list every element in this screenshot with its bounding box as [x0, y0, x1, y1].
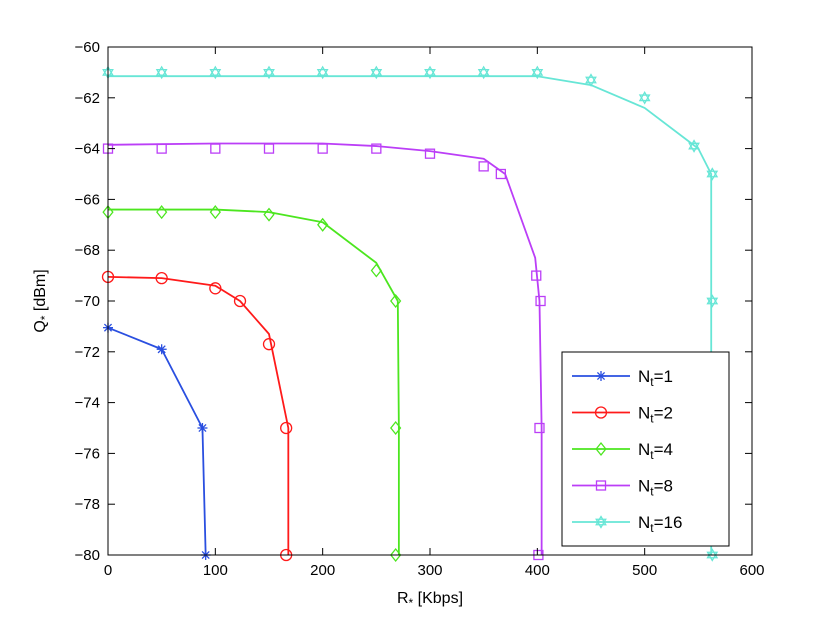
legend-label: Nt=2: [638, 404, 673, 426]
legend-marker: [594, 406, 608, 419]
data-point: [390, 420, 402, 436]
series-5: [102, 65, 719, 562]
series-line: [108, 208, 400, 555]
data-point: [477, 65, 490, 80]
data-point: [263, 65, 275, 80]
x-tick-label: 600: [739, 562, 764, 579]
legend-marker: [595, 515, 607, 529]
data-point: [209, 65, 222, 80]
y-tick-label: −66: [75, 191, 100, 208]
data-point: [531, 65, 544, 80]
x-tick-label: 400: [525, 562, 550, 579]
x-tick-label: 500: [632, 562, 657, 579]
data-point: [495, 168, 506, 180]
data-point: [531, 270, 542, 281]
series-3: [102, 205, 402, 563]
data-point: [370, 263, 382, 278]
y-tick-label: −68: [75, 242, 100, 259]
series-line: [107, 326, 207, 556]
data-point: [316, 65, 329, 80]
series-1: [103, 322, 211, 560]
legend-marker: [595, 441, 607, 457]
data-point: [280, 421, 293, 435]
data-point: [706, 548, 719, 562]
data-point: [262, 338, 276, 351]
series-line: [107, 142, 543, 555]
y-tick-label: −72: [75, 344, 100, 361]
data-point: [263, 143, 275, 154]
data-point: [390, 547, 402, 563]
y-tick-label: −74: [75, 395, 100, 412]
data-point: [688, 139, 700, 153]
legend-entry: Nt=2: [572, 404, 673, 426]
data-point: [371, 143, 382, 154]
data-point: [424, 148, 436, 159]
data-point: [263, 207, 275, 222]
data-point: [534, 422, 545, 434]
data-point: [317, 143, 328, 154]
series-layer: [101, 65, 719, 563]
y-axis-label: Q* [dBm]: [32, 269, 52, 332]
y-tick-label: −78: [75, 496, 100, 513]
data-point: [478, 161, 489, 172]
data-point: [706, 167, 719, 181]
series-2: [101, 270, 293, 562]
data-point: [210, 143, 221, 154]
data-point: [535, 295, 546, 307]
data-point: [197, 423, 208, 433]
data-point: [156, 205, 168, 220]
series-line: [108, 75, 713, 555]
x-tick-label: 100: [203, 562, 228, 579]
legend-entry: Nt=8: [572, 477, 673, 499]
data-point: [155, 271, 168, 285]
y-tick-label: −60: [75, 39, 100, 56]
y-tick-label: −64: [75, 141, 100, 158]
y-tick-label: −62: [75, 90, 100, 107]
legend-entry: Nt=4: [572, 440, 673, 462]
data-point: [209, 205, 221, 220]
data-point: [233, 294, 247, 308]
legend-entry: Nt=16: [572, 513, 682, 535]
data-point: [209, 282, 222, 295]
data-point: [638, 91, 651, 105]
y-tick-label: −80: [75, 547, 100, 564]
legend-label: Nt=4: [638, 440, 673, 462]
legend-label: Nt=8: [638, 477, 673, 499]
legend-marker: [596, 371, 606, 381]
x-axis-label: R* [Kbps]: [397, 590, 463, 610]
legend: Nt=1 Nt=2 Nt=4 Nt=8 Nt=16: [561, 351, 730, 547]
data-point: [424, 65, 436, 80]
axes-layer: 0 100 200 300 400 500 600 −60 −62 −64 −66 −68 −70 −72…: [32, 39, 765, 610]
legend-entry: Nt=1: [572, 367, 673, 389]
data-point: [156, 344, 167, 355]
legend-marker: [595, 480, 607, 491]
data-point: [390, 293, 402, 309]
data-point: [156, 143, 167, 154]
x-tick-label: 200: [310, 562, 335, 579]
data-point: [155, 65, 168, 80]
y-tick-label: −76: [75, 445, 100, 462]
legend-label: Nt=16: [638, 513, 682, 535]
x-tick-label: 300: [417, 562, 442, 579]
legend-label: Nt=1: [638, 367, 673, 389]
data-point: [585, 73, 597, 87]
data-point: [317, 217, 329, 232]
y-tick-label: −70: [75, 293, 100, 310]
data-point: [370, 65, 383, 80]
series-line: [107, 275, 290, 555]
data-point: [706, 294, 719, 308]
x-tick-label: 0: [104, 562, 112, 579]
